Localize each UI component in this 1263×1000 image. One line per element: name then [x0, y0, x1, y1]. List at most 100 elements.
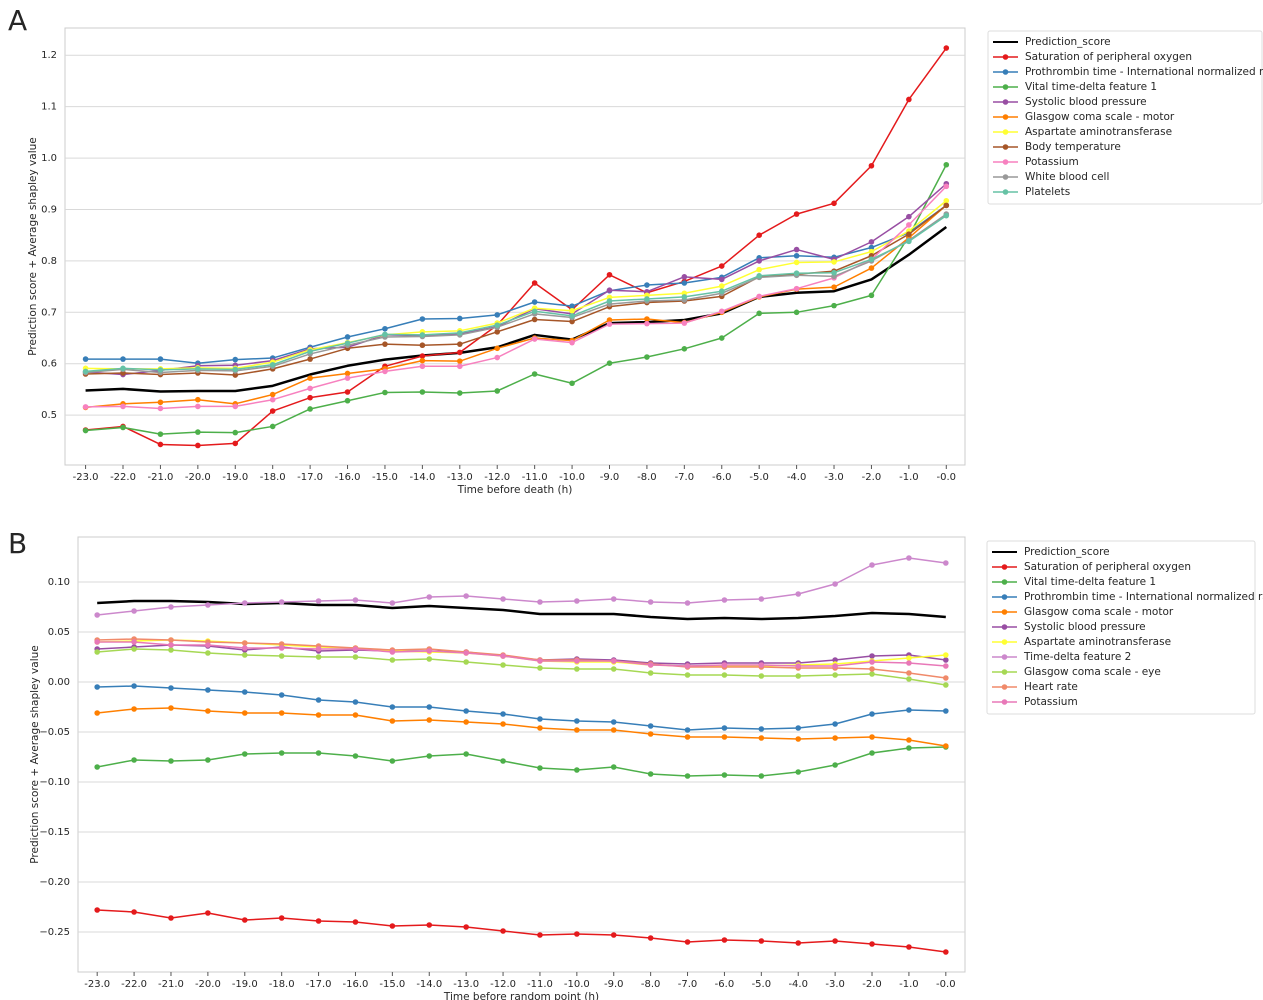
x-tick-label: -23.0 [84, 979, 110, 990]
data-point [352, 646, 359, 652]
legend-marker [1001, 669, 1008, 675]
data-point [906, 222, 912, 228]
panel-label: A [8, 4, 27, 37]
data-point [457, 349, 463, 356]
data-point [684, 939, 691, 945]
x-tick-label: -3.0 [824, 472, 844, 483]
data-point [537, 658, 543, 664]
x-tick-label: -18.0 [269, 979, 295, 990]
data-point [569, 318, 575, 325]
legend-marker [1001, 684, 1008, 690]
data-point [793, 246, 800, 253]
data-point [344, 397, 351, 404]
data-point [419, 342, 426, 349]
data-point [569, 339, 575, 346]
data-point [569, 313, 575, 319]
data-point [389, 923, 396, 929]
data-point [606, 271, 613, 278]
data-point [647, 662, 654, 668]
x-tick-label: -12.0 [484, 472, 510, 483]
data-point [500, 662, 506, 668]
data-point [168, 604, 174, 610]
legend-label: Saturation of peripheral oxygen [1024, 561, 1191, 573]
data-point [157, 399, 164, 406]
x-tick-label: -19.0 [222, 472, 248, 483]
data-point [457, 390, 463, 396]
legend-label: Systolic blood pressure [1025, 96, 1147, 108]
y-tick-label: 0.9 [41, 204, 57, 215]
data-point [795, 663, 802, 669]
data-point [793, 259, 800, 266]
y-tick-label: 1.2 [41, 50, 57, 61]
data-point [795, 725, 802, 731]
data-point [457, 358, 463, 364]
data-point [647, 771, 654, 777]
legend-marker [1001, 639, 1008, 645]
data-point [463, 659, 469, 665]
data-point [82, 404, 89, 410]
data-point [831, 302, 837, 309]
legend-marker [1002, 114, 1009, 120]
data-point [943, 682, 949, 688]
data-point [531, 280, 538, 286]
data-point [869, 671, 875, 677]
series-line [97, 707, 946, 747]
data-point [278, 653, 285, 659]
x-tick-label: -14.0 [416, 979, 442, 990]
data-point [718, 335, 725, 341]
data-point [869, 750, 875, 756]
data-point [389, 600, 396, 606]
data-point [943, 161, 950, 168]
data-point [943, 183, 950, 190]
data-point [684, 773, 691, 779]
data-point [832, 762, 838, 768]
data-point [494, 329, 501, 335]
data-point [906, 737, 912, 743]
data-point [94, 639, 100, 645]
legend-marker [1001, 579, 1008, 585]
data-point [315, 712, 322, 718]
data-point [718, 276, 725, 283]
x-tick-label: -2.0 [862, 472, 882, 483]
data-point [389, 718, 396, 724]
data-point [943, 197, 950, 204]
data-point [943, 743, 949, 749]
data-point [494, 345, 501, 352]
data-point [943, 652, 949, 658]
x-tick-label: -20.0 [195, 979, 221, 990]
data-point [869, 653, 875, 659]
data-point [94, 612, 100, 618]
x-tick-label: -2.0 [862, 979, 882, 990]
data-point [315, 918, 322, 924]
series-line [97, 557, 946, 616]
data-point [647, 935, 654, 941]
data-point [647, 731, 654, 737]
legend-marker [1002, 84, 1009, 90]
data-point [352, 919, 359, 925]
x-tick-label: -16.0 [335, 472, 361, 483]
legend-label: Platelets [1025, 186, 1070, 198]
data-point [644, 282, 650, 288]
y-tick-label: 0.5 [41, 410, 57, 421]
x-tick-label: -10.0 [564, 979, 590, 990]
data-point [232, 372, 239, 378]
data-point [610, 932, 617, 938]
data-point [315, 750, 322, 756]
data-point [315, 697, 322, 703]
legend-label: Prediction_score [1025, 36, 1111, 48]
data-point [278, 750, 285, 756]
data-point [906, 670, 912, 676]
plot-area [77, 536, 966, 973]
legend-marker [1002, 129, 1009, 135]
data-point [531, 371, 538, 377]
data-point [195, 442, 201, 449]
data-point [82, 356, 89, 362]
data-point [205, 687, 211, 693]
data-point [419, 389, 426, 395]
data-point [758, 662, 765, 668]
data-point [610, 727, 617, 733]
data-point [681, 346, 688, 352]
data-point [168, 705, 174, 711]
data-point [943, 708, 949, 714]
